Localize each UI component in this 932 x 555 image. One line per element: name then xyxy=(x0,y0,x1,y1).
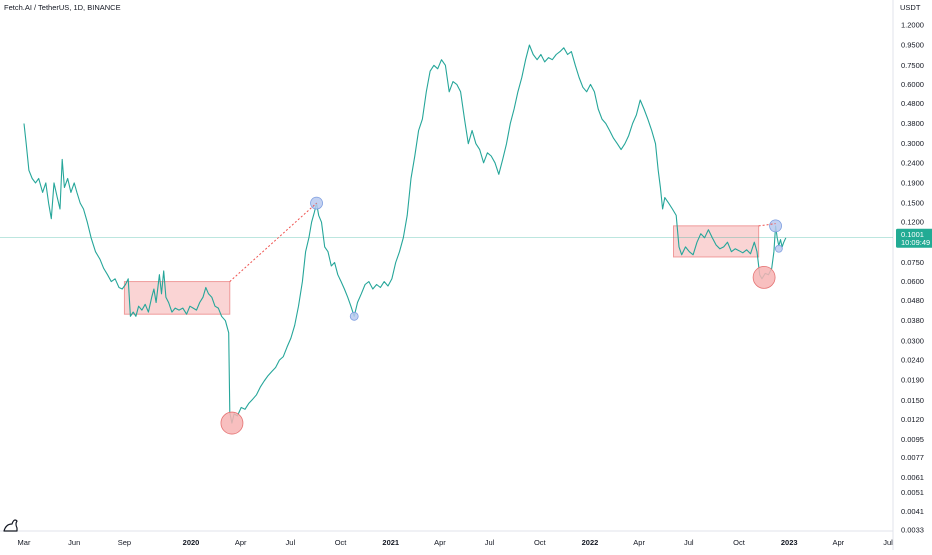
marker-circle-3 xyxy=(349,311,359,321)
x-tick-label: Oct xyxy=(534,538,547,547)
y-tick-label: 0.9500 xyxy=(901,41,924,50)
y-tick-label: 0.1200 xyxy=(901,218,924,227)
y-tick-label: 0.2400 xyxy=(901,158,924,167)
x-tick-label: Jul xyxy=(883,538,893,547)
y-tick-label: 0.1900 xyxy=(901,178,924,187)
marker-circle-5 xyxy=(769,219,782,233)
y-tick-label: 0.0480 xyxy=(901,296,924,305)
y-tick-label: 0.0300 xyxy=(901,336,924,345)
y-tick-label: 0.0150 xyxy=(901,396,924,405)
tradingview-logo-icon xyxy=(3,519,18,532)
x-tick-label: 2020 xyxy=(183,538,200,547)
y-tick-label: 0.1500 xyxy=(901,199,924,208)
y-tick-label: 0.0750 xyxy=(901,258,924,267)
y-tick-label: 0.0061 xyxy=(901,473,924,482)
x-tick-label: Jul xyxy=(286,538,296,547)
x-tick-label: Mar xyxy=(18,538,31,547)
marker-circle-6 xyxy=(774,244,783,253)
y-tick-label: 0.0051 xyxy=(901,488,924,497)
x-tick-label: Jun xyxy=(68,538,80,547)
x-tick-label: Oct xyxy=(733,538,746,547)
projection-line-1 xyxy=(229,202,317,282)
y-tick-label: 0.0380 xyxy=(901,316,924,325)
price-unit-label: USDT xyxy=(900,3,921,12)
price-series-line xyxy=(23,44,787,424)
x-tick-label: Apr xyxy=(235,538,247,547)
y-tick-label: 0.0077 xyxy=(901,453,924,462)
last-price-countdown: 10:09:49 xyxy=(901,238,930,247)
y-tick-label: 0.6000 xyxy=(901,80,924,89)
y-tick-label: 0.4800 xyxy=(901,99,924,108)
marker-circle-1 xyxy=(220,411,244,435)
x-tick-label: Apr xyxy=(633,538,645,547)
x-tick-label: Jul xyxy=(684,538,694,547)
y-tick-label: 0.3000 xyxy=(901,139,924,148)
x-tick-label: 2022 xyxy=(582,538,599,547)
y-tick-label: 0.3800 xyxy=(901,119,924,128)
last-price-badge xyxy=(896,228,932,248)
x-tick-label: 2023 xyxy=(781,538,798,547)
last-price-value: 0.1001 xyxy=(901,230,924,239)
y-tick-label: 0.7500 xyxy=(901,61,924,70)
y-tick-label: 0.0041 xyxy=(901,507,924,516)
y-tick-label: 0.0095 xyxy=(901,435,924,444)
y-tick-label: 0.0600 xyxy=(901,277,924,286)
y-tick-label: 0.0120 xyxy=(901,415,924,424)
x-tick-label: Oct xyxy=(335,538,348,547)
x-tick-label: Jul xyxy=(485,538,495,547)
y-tick-label: 0.0033 xyxy=(901,526,924,535)
range-box-2 xyxy=(673,225,760,258)
x-tick-label: Apr xyxy=(832,538,844,547)
y-tick-label: 1.2000 xyxy=(901,21,924,30)
x-tick-label: Apr xyxy=(434,538,446,547)
x-tick-label: Sep xyxy=(118,538,131,547)
projection-line-2 xyxy=(758,223,776,227)
y-tick-label: 0.0190 xyxy=(901,376,924,385)
x-tick-label: 2021 xyxy=(382,538,399,547)
y-tick-label: 0.0240 xyxy=(901,356,924,365)
chart-symbol-header: Fetch.AI / TetherUS, 1D, BINANCE xyxy=(4,3,121,12)
marker-circle-4 xyxy=(752,266,776,289)
